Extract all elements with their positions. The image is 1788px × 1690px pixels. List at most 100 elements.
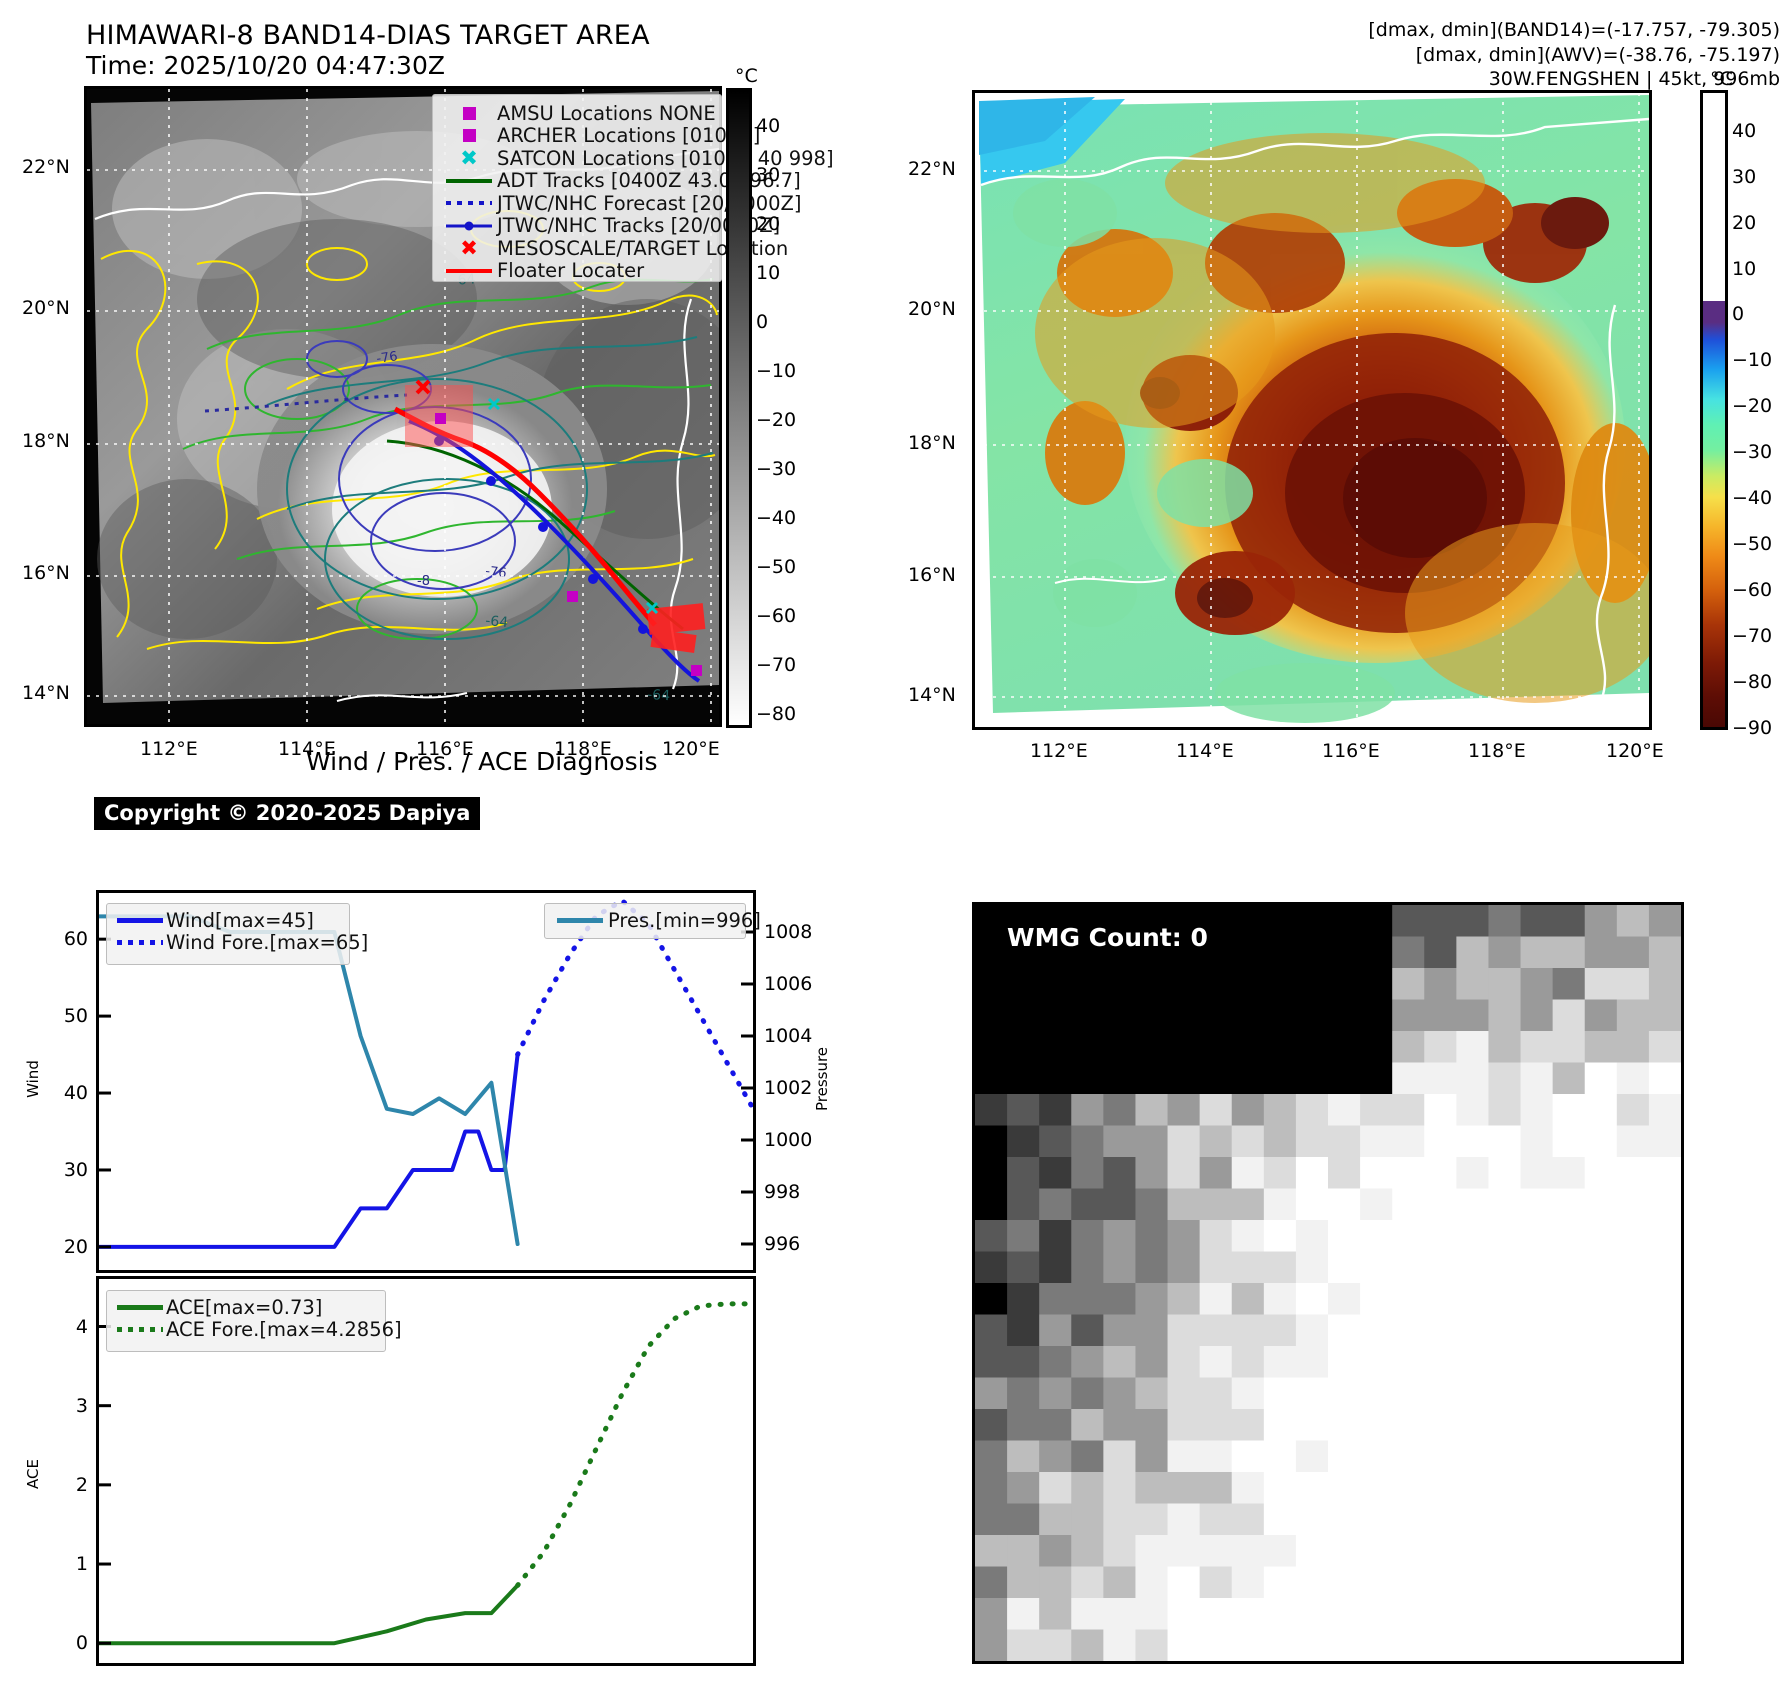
forecast-dotted-line-icon — [441, 201, 497, 206]
legend-label: MESOSCALE/TARGET Location — [497, 236, 789, 260]
axis-tick-label: 20 — [63, 1235, 88, 1258]
legend-item[interactable]: Wind[max=45] — [114, 909, 342, 932]
wmg-count-text: WMG Count: 0 — [994, 918, 1221, 958]
wmg-panel[interactable] — [972, 902, 1684, 1664]
axis-tick-label: 996 — [764, 1233, 801, 1255]
dmax-awv-text: [dmax, dmin](AWV)=(-38.76, -75.197) — [1415, 43, 1780, 66]
enh-ytick: 14°N — [908, 684, 956, 706]
ir-xtick: 112°E — [140, 738, 198, 760]
copyright-text: Copyright © 2020-2025 Dapiya — [94, 797, 481, 830]
ir-colorbar-unit: °C — [735, 65, 758, 87]
ir-cb-tick: −70 — [756, 654, 797, 676]
enh-cb-tick: −10 — [1732, 349, 1773, 371]
floater-line-icon — [441, 269, 497, 273]
legend-label: ACE[max=0.73] — [166, 1295, 323, 1319]
mesoscale-x-icon: ✖ — [460, 235, 478, 260]
enhanced-ir-panel[interactable] — [972, 90, 1652, 730]
legend-item[interactable]: ARCHER Locations [0100Z] — [441, 124, 760, 147]
archer-square-icon — [441, 129, 497, 143]
wind-legend: Wind[max=45] Wind Fore.[max=65] — [106, 903, 368, 965]
ir-cb-tick: −80 — [756, 703, 797, 725]
legend-item[interactable]: ACE[max=0.73] — [114, 1296, 378, 1319]
legend-label: ACE Fore.[max=4.2856] — [166, 1318, 402, 1342]
axis-tick-label: 0 — [75, 1632, 88, 1655]
page-title: HIMAWARI-8 BAND14-DIAS TARGET AREA — [86, 20, 650, 51]
legend-label: ARCHER Locations [0100Z] — [497, 124, 761, 148]
enh-xtick: 118°E — [1468, 740, 1526, 762]
enh-cb-tick: −70 — [1732, 625, 1773, 647]
axis-tick-label: 1002 — [764, 1077, 813, 1099]
ir-ytick: 20°N — [22, 297, 70, 319]
enh-ytick: 16°N — [908, 564, 956, 586]
svg-text:-76: -76 — [375, 349, 398, 367]
ace-line-icon — [114, 1304, 166, 1310]
svg-text:-8: -8 — [417, 574, 430, 589]
ir-cb-tick: −40 — [756, 507, 797, 529]
legend-item[interactable]: Pres.[min=996] — [552, 909, 761, 932]
ir-cb-tick: −10 — [756, 360, 797, 382]
enh-cb-tick: −60 — [1732, 579, 1773, 601]
ir-cb-tick: −30 — [756, 458, 797, 480]
axis-tick-label: 40 — [63, 1082, 88, 1105]
legend-item[interactable]: JTWC/NHC Forecast [20/0000Z] — [441, 192, 802, 215]
enh-cb-tick: 40 — [1732, 120, 1757, 142]
svg-text:-64: -64 — [485, 613, 509, 631]
enh-xtick: 120°E — [1606, 740, 1664, 762]
enh-cb-tick: 20 — [1732, 212, 1757, 234]
observation-time: Time: 2025/10/20 04:47:30Z — [86, 51, 445, 80]
ir-cb-tick: 10 — [756, 262, 781, 284]
enhanced-ir-image — [975, 93, 1649, 727]
legend-item[interactable]: ADT Tracks [0400Z 43.0 996.7] — [441, 169, 801, 192]
legend-item[interactable]: AMSU Locations NONE — [441, 102, 716, 125]
ir-ytick: 18°N — [22, 430, 70, 452]
dmax-band14-text: [dmax, dmin](BAND14)=(-17.757, -79.305) — [1368, 19, 1780, 41]
ir-xtick: 116°E — [416, 738, 474, 760]
ir-xtick: 118°E — [554, 738, 612, 760]
axis-tick-label: 2 — [75, 1473, 88, 1496]
ir-cb-tick: 40 — [756, 115, 781, 137]
legend-label: Wind Fore.[max=65] — [166, 931, 369, 955]
enhanced-colorbar — [1700, 90, 1728, 730]
ir-cb-tick: −20 — [756, 409, 797, 431]
enh-xtick: 116°E — [1322, 740, 1380, 762]
legend-item[interactable]: Wind Fore.[max=65] — [114, 931, 368, 954]
wind-forecast-dotted-icon — [114, 940, 166, 946]
legend-item[interactable]: ✖ MESOSCALE/TARGET Location — [441, 235, 788, 260]
legend-item[interactable]: ACE Fore.[max=4.2856] — [114, 1318, 402, 1341]
legend-label: Floater Locater — [497, 259, 645, 283]
axis-tick-label: 998 — [764, 1181, 801, 1203]
axis-tick-label: 3 — [75, 1394, 88, 1417]
enh-ytick: 22°N — [908, 158, 956, 180]
enh-xtick: 114°E — [1176, 740, 1234, 762]
enh-cb-tick: 30 — [1732, 166, 1757, 188]
enh-colorbar-unit: °C — [1710, 68, 1733, 90]
ir-cb-tick: 20 — [756, 213, 781, 235]
ir-xtick: 114°E — [278, 738, 336, 760]
legend-item[interactable]: JTWC/NHC Tracks [20/0000Z] — [441, 214, 780, 237]
ir-cb-tick: −50 — [756, 556, 797, 578]
wmg-count-badge: WMG Count: 0 — [994, 918, 1221, 958]
enh-ytick: 20°N — [908, 298, 956, 320]
axis-tick-label: 1004 — [764, 1025, 813, 1047]
axis-tick-label: 1008 — [764, 921, 813, 943]
enh-cb-tick: −80 — [1732, 671, 1773, 693]
axis-tick-label: 4 — [75, 1315, 88, 1338]
adt-line-icon — [441, 179, 497, 183]
wind-pressure-chart[interactable] — [96, 890, 756, 1273]
legend-item[interactable]: ✖ SATCON Locations [0100Z 40 998] — [441, 147, 833, 170]
ir-colorbar — [726, 88, 752, 728]
ace-legend: ACE[max=0.73] ACE Fore.[max=4.2856] — [106, 1290, 402, 1352]
axis-tick-label: 60 — [63, 928, 88, 951]
ace-plot — [99, 1301, 753, 1646]
enh-cb-tick: 0 — [1732, 303, 1745, 325]
ir-xtick: 120°E — [662, 738, 720, 760]
legend-label: JTWC/NHC Forecast [20/0000Z] — [497, 191, 802, 215]
legend-label: SATCON Locations [0100Z 40 998] — [497, 146, 834, 170]
enh-xtick: 112°E — [1030, 740, 1088, 762]
ir-copyright: Copyright © 2020-2025 Dapiya — [94, 797, 481, 830]
enh-cb-tick: −20 — [1732, 395, 1773, 417]
wind-line-icon — [114, 917, 166, 923]
legend-item[interactable]: Floater Locater — [441, 259, 713, 283]
legend-label: Wind[max=45] — [166, 908, 314, 932]
axis-tick-label: 50 — [63, 1005, 88, 1028]
